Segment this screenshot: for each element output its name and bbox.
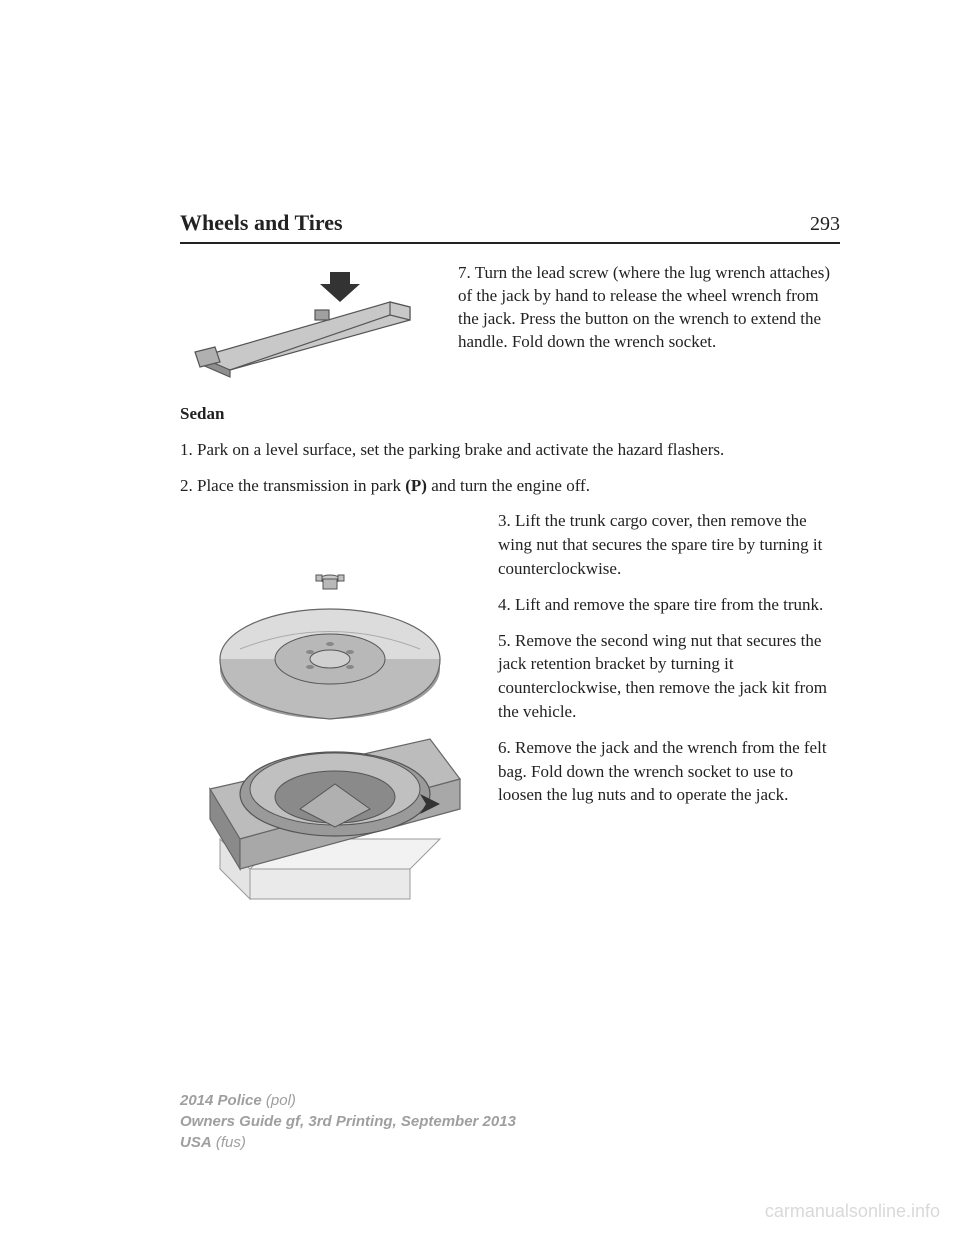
sedan-step2-pre: 2. Place the transmission in park xyxy=(180,476,405,495)
footer-line3: USA (fus) xyxy=(180,1132,780,1153)
page-footer: 2014 Police (pol) Owners Guide gf, 3rd P… xyxy=(180,1090,780,1153)
footer-line2: Owners Guide gf, 3rd Printing, September… xyxy=(180,1111,780,1132)
sedan-heading: Sedan xyxy=(180,402,840,426)
sedan-illustration-row: 3. Lift the trunk cargo cover, then remo… xyxy=(180,509,840,909)
page-header: Wheels and Tires 293 xyxy=(180,210,840,244)
sedan-step6: 6. Remove the jack and the wrench from t… xyxy=(498,736,840,807)
footer-model: 2014 Police xyxy=(180,1092,262,1109)
sedan-step3: 3. Lift the trunk cargo cover, then remo… xyxy=(498,509,840,580)
sedan-step2-post: and turn the engine off. xyxy=(427,476,590,495)
sedan-step4: 4. Lift and remove the spare tire from t… xyxy=(498,593,840,617)
spare-tire-illustration xyxy=(180,509,480,909)
page-number: 293 xyxy=(810,213,840,236)
wrench-illustration xyxy=(180,262,440,382)
sedan-step1: 1. Park on a level surface, set the park… xyxy=(180,438,840,462)
sedan-step5: 5. Remove the second wing nut that secur… xyxy=(498,629,840,724)
step7-text: 7. Turn the lead screw (where the lug wr… xyxy=(458,262,840,382)
step7-row: 7. Turn the lead screw (where the lug wr… xyxy=(180,262,840,382)
chapter-title: Wheels and Tires xyxy=(180,210,343,236)
footer-region: USA xyxy=(180,1134,212,1151)
sedan-step2-bold: (P) xyxy=(405,476,427,495)
watermark: carmanualsonline.info xyxy=(765,1201,940,1222)
footer-line1: 2014 Police (pol) xyxy=(180,1090,780,1111)
footer-model-code: (pol) xyxy=(262,1092,296,1109)
footer-region-code: (fus) xyxy=(212,1134,246,1151)
sedan-steps-3to6: 3. Lift the trunk cargo cover, then remo… xyxy=(498,509,840,909)
sedan-step2: 2. Place the transmission in park (P) an… xyxy=(180,474,840,498)
